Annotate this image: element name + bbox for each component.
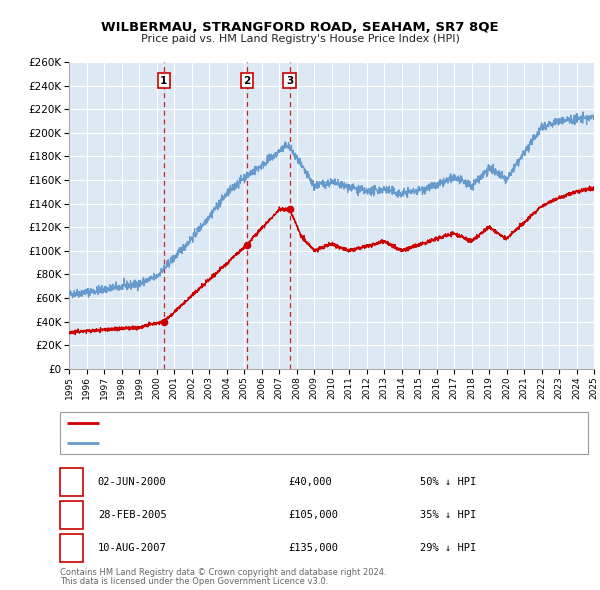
Text: 2: 2: [243, 76, 250, 86]
Text: 3: 3: [68, 543, 75, 553]
Text: 02-JUN-2000: 02-JUN-2000: [98, 477, 167, 487]
Text: WILBERMAU, STRANGFORD ROAD, SEAHAM, SR7 8QE: WILBERMAU, STRANGFORD ROAD, SEAHAM, SR7 …: [101, 21, 499, 34]
Text: Price paid vs. HM Land Registry's House Price Index (HPI): Price paid vs. HM Land Registry's House …: [140, 34, 460, 44]
Text: 10-AUG-2007: 10-AUG-2007: [98, 543, 167, 553]
Text: 1: 1: [160, 76, 167, 86]
Text: 50% ↓ HPI: 50% ↓ HPI: [420, 477, 476, 487]
Text: 35% ↓ HPI: 35% ↓ HPI: [420, 510, 476, 520]
Text: Contains HM Land Registry data © Crown copyright and database right 2024.: Contains HM Land Registry data © Crown c…: [60, 568, 386, 577]
Text: 2: 2: [68, 510, 75, 520]
Text: 1: 1: [68, 477, 75, 487]
Text: £40,000: £40,000: [288, 477, 332, 487]
Text: 3: 3: [286, 76, 293, 86]
Text: WILBERMAU, STRANGFORD ROAD, SEAHAM, SR7 8QE (detached house): WILBERMAU, STRANGFORD ROAD, SEAHAM, SR7 …: [105, 418, 456, 428]
Text: £105,000: £105,000: [288, 510, 338, 520]
Text: 29% ↓ HPI: 29% ↓ HPI: [420, 543, 476, 553]
Text: This data is licensed under the Open Government Licence v3.0.: This data is licensed under the Open Gov…: [60, 578, 328, 586]
Text: 28-FEB-2005: 28-FEB-2005: [98, 510, 167, 520]
Text: £135,000: £135,000: [288, 543, 338, 553]
Text: HPI: Average price, detached house, County Durham: HPI: Average price, detached house, Coun…: [105, 438, 363, 448]
